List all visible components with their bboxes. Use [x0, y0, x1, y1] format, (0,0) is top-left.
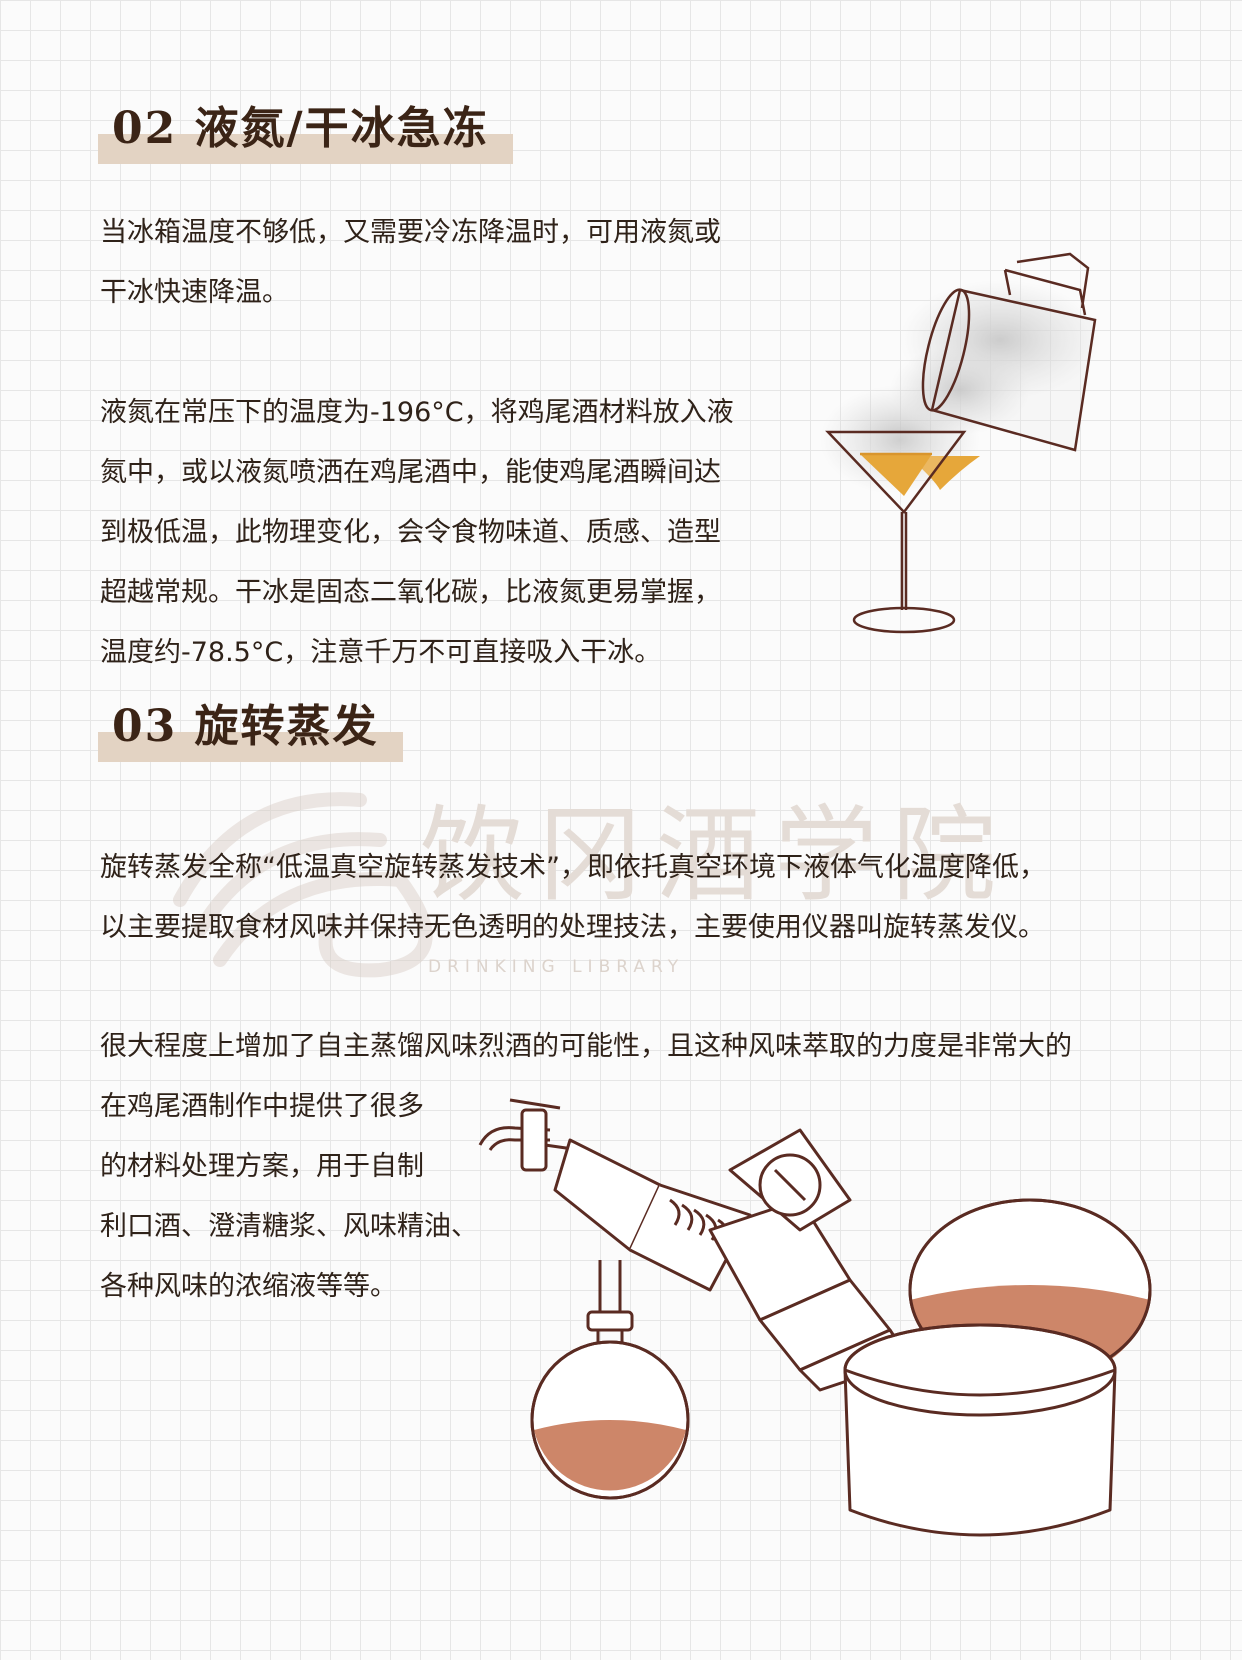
text-line: 各种风味的浓缩液等等。: [100, 1271, 397, 1302]
section-3-paragraph-1: 旋转蒸发全称“低温真空旋转蒸发技术”，即依托真空环境下液体气化温度降低， 以主要…: [100, 838, 1046, 958]
text-line: 的材料处理方案，用于自制: [100, 1151, 424, 1182]
section-2-paragraph-2: 液氮在常压下的温度为-196°C，将鸡尾酒材料放入液 氮中，或以液氮喷洒在鸡尾酒…: [100, 383, 734, 683]
text-line: 旋转蒸发全称“低温真空旋转蒸发技术”，即依托真空环境下液体气化温度降低，: [100, 852, 1046, 883]
liquid-nitrogen-illustration: [820, 252, 1100, 634]
text-line: 氮中，或以液氮喷洒在鸡尾酒中，能使鸡尾酒瞬间达: [100, 457, 721, 488]
text-line: 到极低温，此物理变化，会令食物味道、质感、造型: [100, 517, 721, 548]
section-2-title: 02 液氮/干冰急冻: [112, 103, 489, 154]
motor-housing-icon: [708, 1128, 912, 1392]
tap-icon: [478, 1098, 581, 1172]
text-line: 利口酒、澄清糖浆、风味精油、: [100, 1211, 478, 1242]
text-line: 温度约-78.5°C，注意千万不可直接吸入干冰。: [100, 637, 662, 668]
section-2-paragraph-1: 当冰箱温度不够低，又需要冷冻降温时，可用液氮或 干冰快速降温。: [100, 203, 721, 323]
watermark-subtext: DRINKING LIBRARY: [428, 957, 685, 977]
receiving-flask-icon: [530, 1260, 690, 1500]
text-line: 液氮在常压下的温度为-196°C，将鸡尾酒材料放入液: [100, 397, 734, 428]
pitcher-icon: [921, 252, 1097, 452]
heating-bath-icon: [843, 1323, 1117, 1537]
text-line: 很大程度上增加了自主蒸馏风味烈酒的可能性，且这种风味萃取的力度是非常大的: [100, 1031, 1072, 1062]
section-3-paragraph-2: 很大程度上增加了自主蒸馏风味烈酒的可能性，且这种风味萃取的力度是非常大的 在鸡尾…: [100, 1017, 1072, 1317]
rotary-evaporator-illustration: [478, 1098, 1152, 1537]
section-3-title: 03 旋转蒸发: [112, 701, 379, 752]
section-2-heading: 02 液氮/干冰急冻: [98, 92, 513, 164]
text-line: 以主要提取食材风味并保持无色透明的处理技法，主要使用仪器叫旋转蒸发仪。: [100, 912, 1045, 943]
martini-glass-icon: [825, 430, 980, 634]
section-3-heading: 03 旋转蒸发: [98, 690, 403, 762]
watermark-text: 饮冈酒学院: [420, 794, 1011, 916]
text-line: 超越常规。干冰是固态二氧化碳，比液氮更易掌握，: [100, 577, 721, 608]
condenser-icon: [553, 1138, 752, 1292]
text-line: 当冰箱温度不够低，又需要冷冻降温时，可用液氮或: [100, 217, 721, 248]
text-line: 干冰快速降温。: [100, 277, 289, 308]
text-line: 在鸡尾酒制作中提供了很多: [100, 1091, 424, 1122]
